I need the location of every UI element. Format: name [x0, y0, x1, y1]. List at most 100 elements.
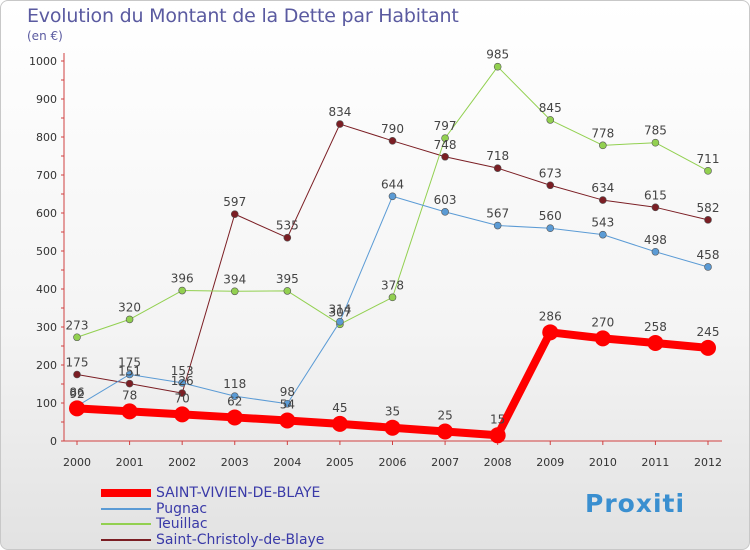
- data-point: [704, 263, 712, 271]
- data-label: 394: [223, 272, 246, 286]
- data-point: [493, 221, 502, 230]
- data-point: [73, 370, 81, 379]
- y-tick-label: 300: [36, 321, 57, 334]
- y-tick-label: 500: [36, 245, 57, 258]
- data-point: [178, 286, 186, 295]
- x-tick-label: 2007: [431, 456, 459, 469]
- data-point: [230, 210, 239, 218]
- data-label: 126: [171, 374, 194, 388]
- x-tick-label: 2000: [63, 456, 91, 469]
- data-label: 748: [434, 138, 457, 152]
- data-label: 320: [118, 300, 141, 314]
- legend-swatch: [101, 523, 151, 525]
- data-point: [599, 196, 607, 204]
- x-tick-label: 2003: [221, 456, 249, 469]
- chart-title: Evolution du Montant de la Dette par Hab…: [27, 5, 459, 27]
- data-point: [546, 224, 555, 232]
- data-point: [178, 379, 186, 387]
- data-label: 644: [381, 177, 404, 191]
- data-point: [704, 216, 712, 224]
- data-point: [125, 315, 134, 324]
- data-label: 615: [644, 188, 667, 202]
- data-point: [384, 419, 401, 436]
- y-tick-label: 400: [36, 283, 57, 296]
- axes: 0 100 200 300 400 500 600 700 800 900 1000 2000 2001…: [29, 53, 722, 469]
- unit-label: (en €): [27, 29, 63, 43]
- data-label: 175: [118, 356, 141, 370]
- data-point: [489, 427, 506, 444]
- data-label: 560: [539, 209, 562, 223]
- x-tick-label: 2012: [694, 456, 722, 469]
- data-label: 458: [697, 248, 720, 262]
- brand-logo: Proxiti: [585, 489, 686, 518]
- data-point: [700, 339, 716, 356]
- data-point: [178, 389, 186, 397]
- legend-swatch: [101, 507, 151, 510]
- data-label: 985: [486, 48, 509, 62]
- data-label: 543: [591, 216, 614, 230]
- data-point: [546, 181, 555, 190]
- y-tick-label: 0: [50, 435, 57, 448]
- data-point: [230, 287, 239, 296]
- data-point: [388, 293, 397, 302]
- data-label: 15: [490, 412, 505, 426]
- data-point: [651, 138, 660, 147]
- x-tick-label: 2006: [379, 456, 407, 469]
- data-label: 582: [697, 201, 720, 215]
- x-tick-label: 2004: [273, 456, 301, 469]
- data-point: [230, 392, 239, 400]
- y-tick-label: 900: [36, 93, 57, 106]
- data-point: [437, 423, 454, 440]
- data-label: 498: [644, 233, 667, 247]
- data-point: [279, 412, 296, 429]
- legend-label: Teuillac: [156, 516, 208, 532]
- data-label: 790: [381, 122, 404, 136]
- legend-swatch: [101, 489, 151, 497]
- data-point: [121, 403, 138, 420]
- data-point: [73, 333, 81, 342]
- data-point: [226, 409, 243, 426]
- data-point: [441, 208, 449, 216]
- data-point: [69, 400, 85, 417]
- y-tick-label: 600: [36, 207, 57, 220]
- data-point: [651, 203, 660, 212]
- data-label: 597: [223, 195, 246, 209]
- data-label: 535: [276, 219, 299, 233]
- data-label: 175: [66, 356, 89, 370]
- y-tick-label: 1000: [29, 55, 57, 68]
- x-tick-label: 2005: [326, 456, 354, 469]
- data-point: [174, 406, 191, 423]
- data-label: 603: [434, 193, 457, 207]
- data-label: 45: [332, 401, 347, 415]
- data-label: 151: [118, 365, 141, 379]
- data-label: 634: [591, 181, 614, 195]
- data-point: [594, 330, 611, 347]
- data-label: 314: [328, 303, 351, 317]
- data-point: [388, 137, 397, 145]
- data-label: 785: [644, 124, 667, 138]
- data-label: 92: [69, 387, 84, 401]
- data-point: [704, 167, 712, 175]
- y-tick-label: 100: [36, 397, 57, 410]
- y-tick-label: 200: [36, 359, 57, 372]
- series-line: [76, 123, 709, 394]
- x-tick-label: 2008: [484, 456, 512, 469]
- data-label: 78: [122, 388, 137, 402]
- data-label: 35: [385, 405, 400, 419]
- data-label: 718: [486, 149, 509, 163]
- data-point: [283, 287, 292, 295]
- data-label: 273: [66, 318, 89, 332]
- data-label: 118: [223, 377, 246, 391]
- x-tick-label: 2011: [641, 456, 669, 469]
- data-point: [441, 134, 449, 142]
- data-point: [125, 379, 134, 388]
- data-label: 62: [227, 394, 242, 408]
- y-tick-label: 700: [36, 169, 57, 182]
- x-tick-label: 2002: [168, 456, 196, 469]
- legend-label: SAINT-VIVIEN-DE-BLAYE: [156, 485, 321, 501]
- x-tick-label: 2009: [536, 456, 564, 469]
- legend-label: Saint-Christoly-de-Blaye: [156, 531, 325, 548]
- data-label: 270: [591, 315, 614, 329]
